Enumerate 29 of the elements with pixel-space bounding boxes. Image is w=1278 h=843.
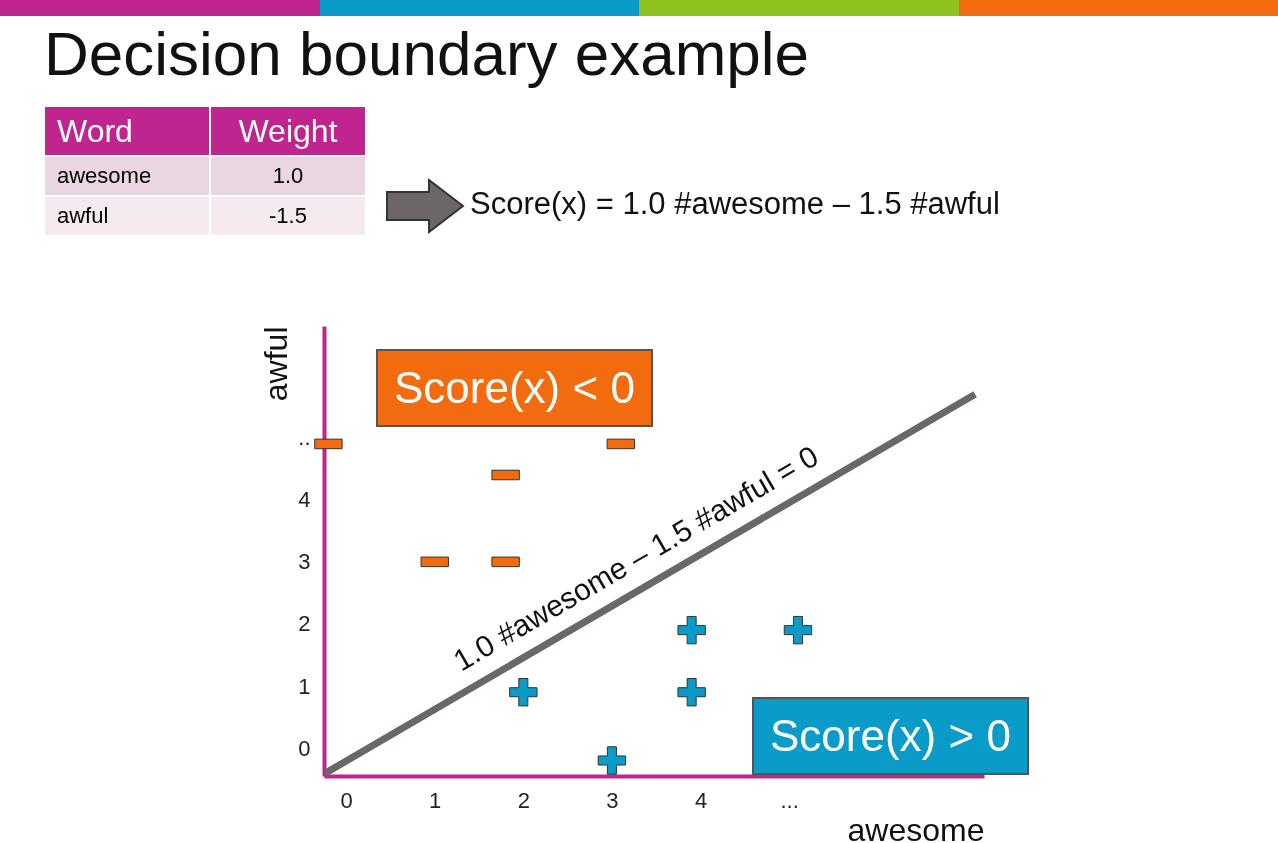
point	[597, 746, 627, 775]
x-tick-label: 0	[340, 787, 353, 813]
annotation: Score(x) < 0	[376, 349, 653, 427]
y-tick-label: 1	[298, 673, 311, 699]
text: awful	[44, 196, 210, 236]
y-tick-label: 4	[298, 487, 311, 513]
text: 1.0	[210, 156, 366, 196]
point	[677, 678, 706, 707]
chart-title: Decision boundary example	[44, 18, 810, 89]
text: awesome	[44, 156, 210, 196]
y-axis-title: awful	[258, 326, 295, 402]
y-tick-label: 2	[298, 611, 311, 637]
text: Word	[44, 106, 210, 156]
x-tick-label: 1	[429, 787, 442, 813]
text: -1.5	[210, 196, 366, 236]
x-tick-label: 4	[694, 787, 708, 813]
point	[677, 615, 706, 645]
y-tick-label: 3	[298, 549, 311, 575]
text: Weight	[210, 106, 366, 156]
y-tick-label: ..	[298, 425, 311, 451]
x-tick-label: 3	[606, 787, 619, 813]
x-tick-label: ...	[780, 787, 799, 813]
x-axis-title: awesome	[847, 811, 985, 843]
x-tick-label: 2	[517, 787, 530, 813]
annotation: Score(x) > 0	[752, 697, 1029, 775]
point	[783, 615, 813, 645]
point	[509, 678, 538, 707]
y-tick-label: 0	[298, 735, 311, 761]
text: Score(x) = 1.0 #awesome – 1.5 #awful	[470, 186, 1000, 222]
